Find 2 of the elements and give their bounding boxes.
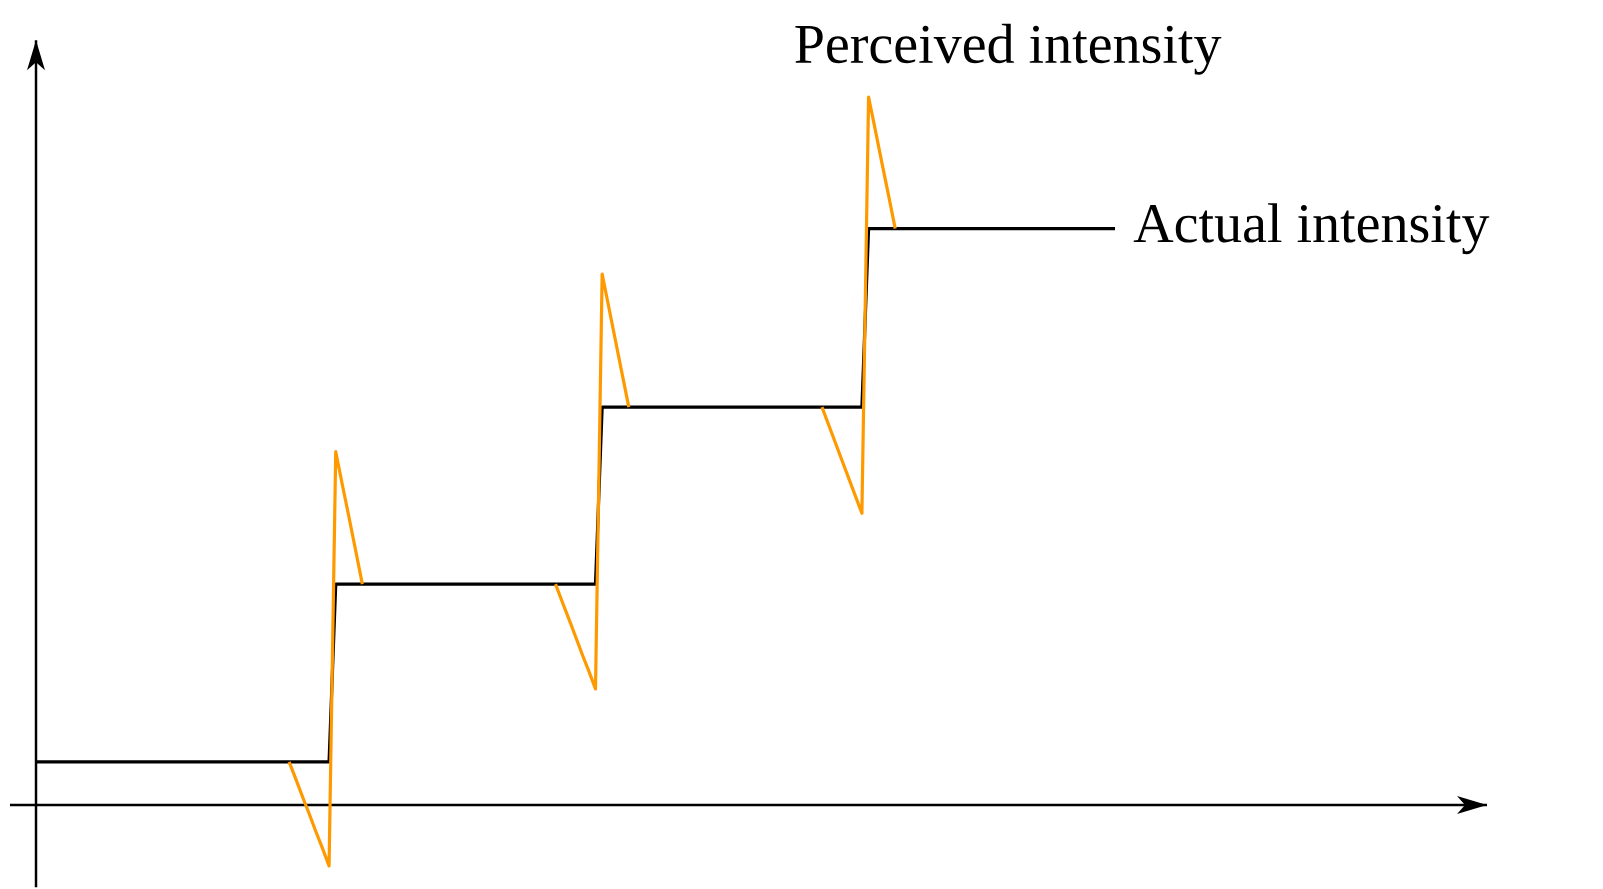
- series-label: Perceived intensity: [795, 23, 1222, 75]
- series-label: Actual intensity: [1133, 203, 1490, 255]
